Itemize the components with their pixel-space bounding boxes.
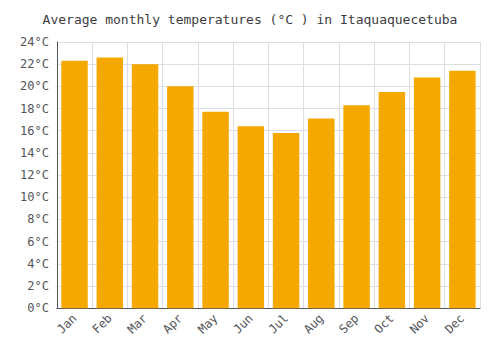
svg-text:Aug: Aug [301, 311, 326, 336]
svg-text:6°C: 6°C [27, 235, 49, 249]
svg-text:8°C: 8°C [27, 212, 49, 226]
svg-text:Sep: Sep [336, 311, 361, 336]
svg-text:14°C: 14°C [20, 146, 49, 160]
svg-text:Feb: Feb [90, 311, 115, 336]
svg-text:Nov: Nov [407, 311, 432, 336]
svg-text:20°C: 20°C [20, 79, 49, 93]
svg-text:16°C: 16°C [20, 124, 49, 138]
svg-text:10°C: 10°C [20, 190, 49, 204]
svg-text:Jul: Jul [266, 311, 291, 336]
svg-text:18°C: 18°C [20, 102, 49, 116]
svg-text:24°C: 24°C [20, 35, 49, 49]
svg-text:May: May [195, 311, 220, 336]
svg-text:Oct: Oct [372, 311, 397, 336]
svg-text:Mar: Mar [125, 311, 150, 336]
svg-text:2°C: 2°C [27, 279, 49, 293]
svg-text:Dec: Dec [442, 311, 467, 336]
svg-text:Apr: Apr [160, 311, 185, 336]
svg-text:12°C: 12°C [20, 168, 49, 182]
svg-text:Jan: Jan [54, 311, 79, 336]
svg-text:22°C: 22°C [20, 57, 49, 71]
svg-text:Jun: Jun [231, 311, 256, 336]
svg-text:Average monthly temperatures (: Average monthly temperatures (°C ) in It… [43, 12, 458, 27]
svg-text:0°C: 0°C [27, 301, 49, 315]
svg-text:4°C: 4°C [27, 257, 49, 271]
